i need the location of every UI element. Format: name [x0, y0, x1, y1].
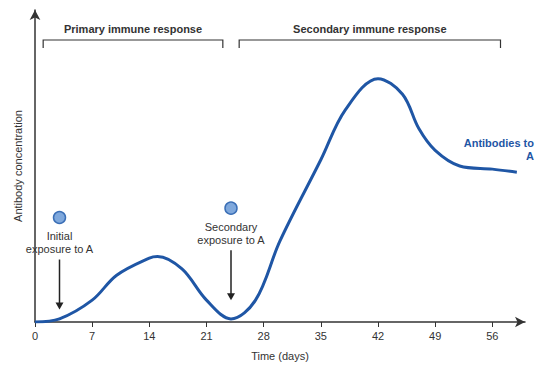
svg-text:49: 49 — [429, 330, 441, 342]
svg-text:exposure to A: exposure to A — [26, 243, 94, 255]
svg-text:Time (days): Time (days) — [251, 350, 309, 362]
svg-text:Antibodies to: Antibodies to — [464, 137, 535, 149]
svg-text:7: 7 — [89, 330, 95, 342]
svg-text:0: 0 — [32, 330, 38, 342]
svg-text:Secondary immune response: Secondary immune response — [293, 23, 446, 35]
svg-text:Secondary: Secondary — [205, 221, 258, 233]
svg-text:14: 14 — [143, 330, 155, 342]
svg-text:56: 56 — [486, 330, 498, 342]
svg-text:Primary immune response: Primary immune response — [64, 23, 202, 35]
svg-text:A: A — [526, 150, 534, 162]
svg-text:Initial: Initial — [47, 230, 73, 242]
svg-text:21: 21 — [200, 330, 212, 342]
svg-text:35: 35 — [315, 330, 327, 342]
svg-text:42: 42 — [372, 330, 384, 342]
svg-text:Antibody concentration: Antibody concentration — [12, 110, 24, 222]
svg-text:28: 28 — [258, 330, 270, 342]
svg-text:exposure to A: exposure to A — [197, 234, 265, 246]
